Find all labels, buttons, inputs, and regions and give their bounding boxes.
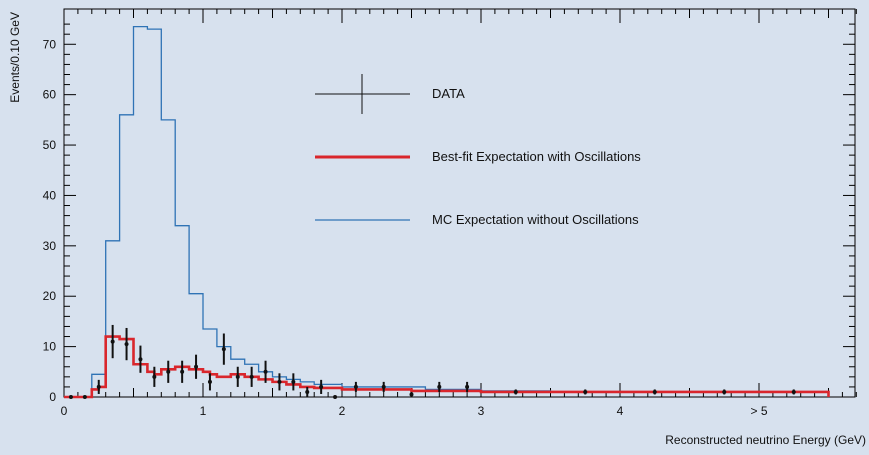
data-point	[291, 373, 296, 391]
y-axis-label: Events/0.10 GeV	[8, 12, 22, 103]
data-marker	[305, 389, 310, 394]
data-marker	[791, 389, 796, 394]
data-marker	[333, 395, 338, 399]
data-point	[263, 360, 268, 383]
data-point	[96, 379, 101, 394]
data-point	[353, 381, 358, 392]
data-marker	[110, 339, 115, 344]
mc-no-oscillation-histogram	[64, 25, 830, 398]
data-point	[124, 327, 129, 361]
data-point	[68, 395, 73, 399]
legend-best-fit-label: Best-fit Expectation with Oscillations	[432, 149, 641, 164]
data-point	[249, 366, 254, 387]
data-point	[513, 389, 518, 395]
data-point	[305, 386, 310, 397]
data-point	[722, 389, 727, 395]
data-marker	[249, 374, 254, 379]
y-tick-label: 10	[43, 340, 57, 354]
data-point	[333, 395, 338, 399]
y-tick-label: 0	[49, 390, 56, 404]
data-point	[207, 373, 212, 391]
y-tick-label: 70	[43, 37, 57, 51]
data-point	[152, 366, 157, 387]
data-marker	[152, 374, 157, 379]
data-marker	[124, 342, 129, 347]
data-point	[138, 345, 143, 373]
data-point	[583, 389, 588, 395]
legend-data-label: DATA	[432, 86, 465, 101]
data-point	[437, 381, 442, 392]
data-point	[319, 379, 324, 394]
data-marker	[652, 389, 657, 394]
data-point	[194, 354, 199, 379]
x-axis-label: Reconstructed neutrino Energy (GeV)	[665, 433, 866, 447]
y-tick-label: 60	[43, 88, 57, 102]
data-point	[277, 373, 282, 391]
y-tick-label: 40	[43, 188, 57, 202]
data-marker	[353, 384, 358, 389]
y-tick-label: 30	[43, 239, 57, 253]
data-marker	[207, 379, 212, 384]
y-tick-label: 20	[43, 289, 57, 303]
data-marker	[409, 392, 414, 397]
legend-item-mc: MC Expectation without Oscillations	[315, 212, 639, 227]
data-marker	[235, 374, 240, 379]
data-marker	[722, 389, 727, 394]
x-tick-label: > 5	[750, 404, 767, 418]
data-marker	[180, 369, 185, 374]
data-point	[465, 381, 470, 392]
legend-item-best-fit: Best-fit Expectation with Oscillations	[315, 149, 641, 164]
legend: DATA Best-fit Expectation with Oscillati…	[315, 74, 641, 227]
data-point	[166, 360, 171, 383]
x-tick-label: 0	[61, 404, 68, 418]
data-point	[381, 381, 386, 392]
data-point	[82, 395, 87, 399]
data-marker	[437, 384, 442, 389]
data-marker	[68, 395, 73, 399]
data-point	[180, 360, 185, 383]
data-point	[110, 324, 115, 359]
x-tick-label: 2	[339, 404, 346, 418]
legend-item-data: DATA	[315, 74, 465, 114]
data-marker	[291, 379, 296, 384]
data-marker	[319, 384, 324, 389]
data-marker	[96, 384, 101, 389]
data-marker	[277, 379, 282, 384]
data-marker	[138, 357, 143, 362]
legend-mc-label: MC Expectation without Oscillations	[432, 212, 639, 227]
plot-area	[63, 8, 856, 398]
data-marker	[166, 369, 171, 374]
x-tick-label: 1	[200, 404, 207, 418]
data-marker	[583, 389, 588, 394]
data-marker	[513, 389, 518, 394]
data-point	[235, 366, 240, 387]
data-point	[409, 391, 414, 397]
data-marker	[263, 369, 268, 374]
series	[64, 25, 830, 399]
data-marker	[194, 364, 199, 369]
x-tick-label: 4	[617, 404, 624, 418]
data-point	[791, 389, 796, 395]
data-marker	[82, 395, 87, 399]
data-marker	[465, 384, 470, 389]
data-point	[652, 389, 657, 395]
x-tick-label: 3	[478, 404, 485, 418]
data-marker	[221, 347, 226, 352]
data-marker	[381, 384, 386, 389]
y-tick-label: 50	[43, 138, 57, 152]
data-point	[221, 333, 226, 365]
